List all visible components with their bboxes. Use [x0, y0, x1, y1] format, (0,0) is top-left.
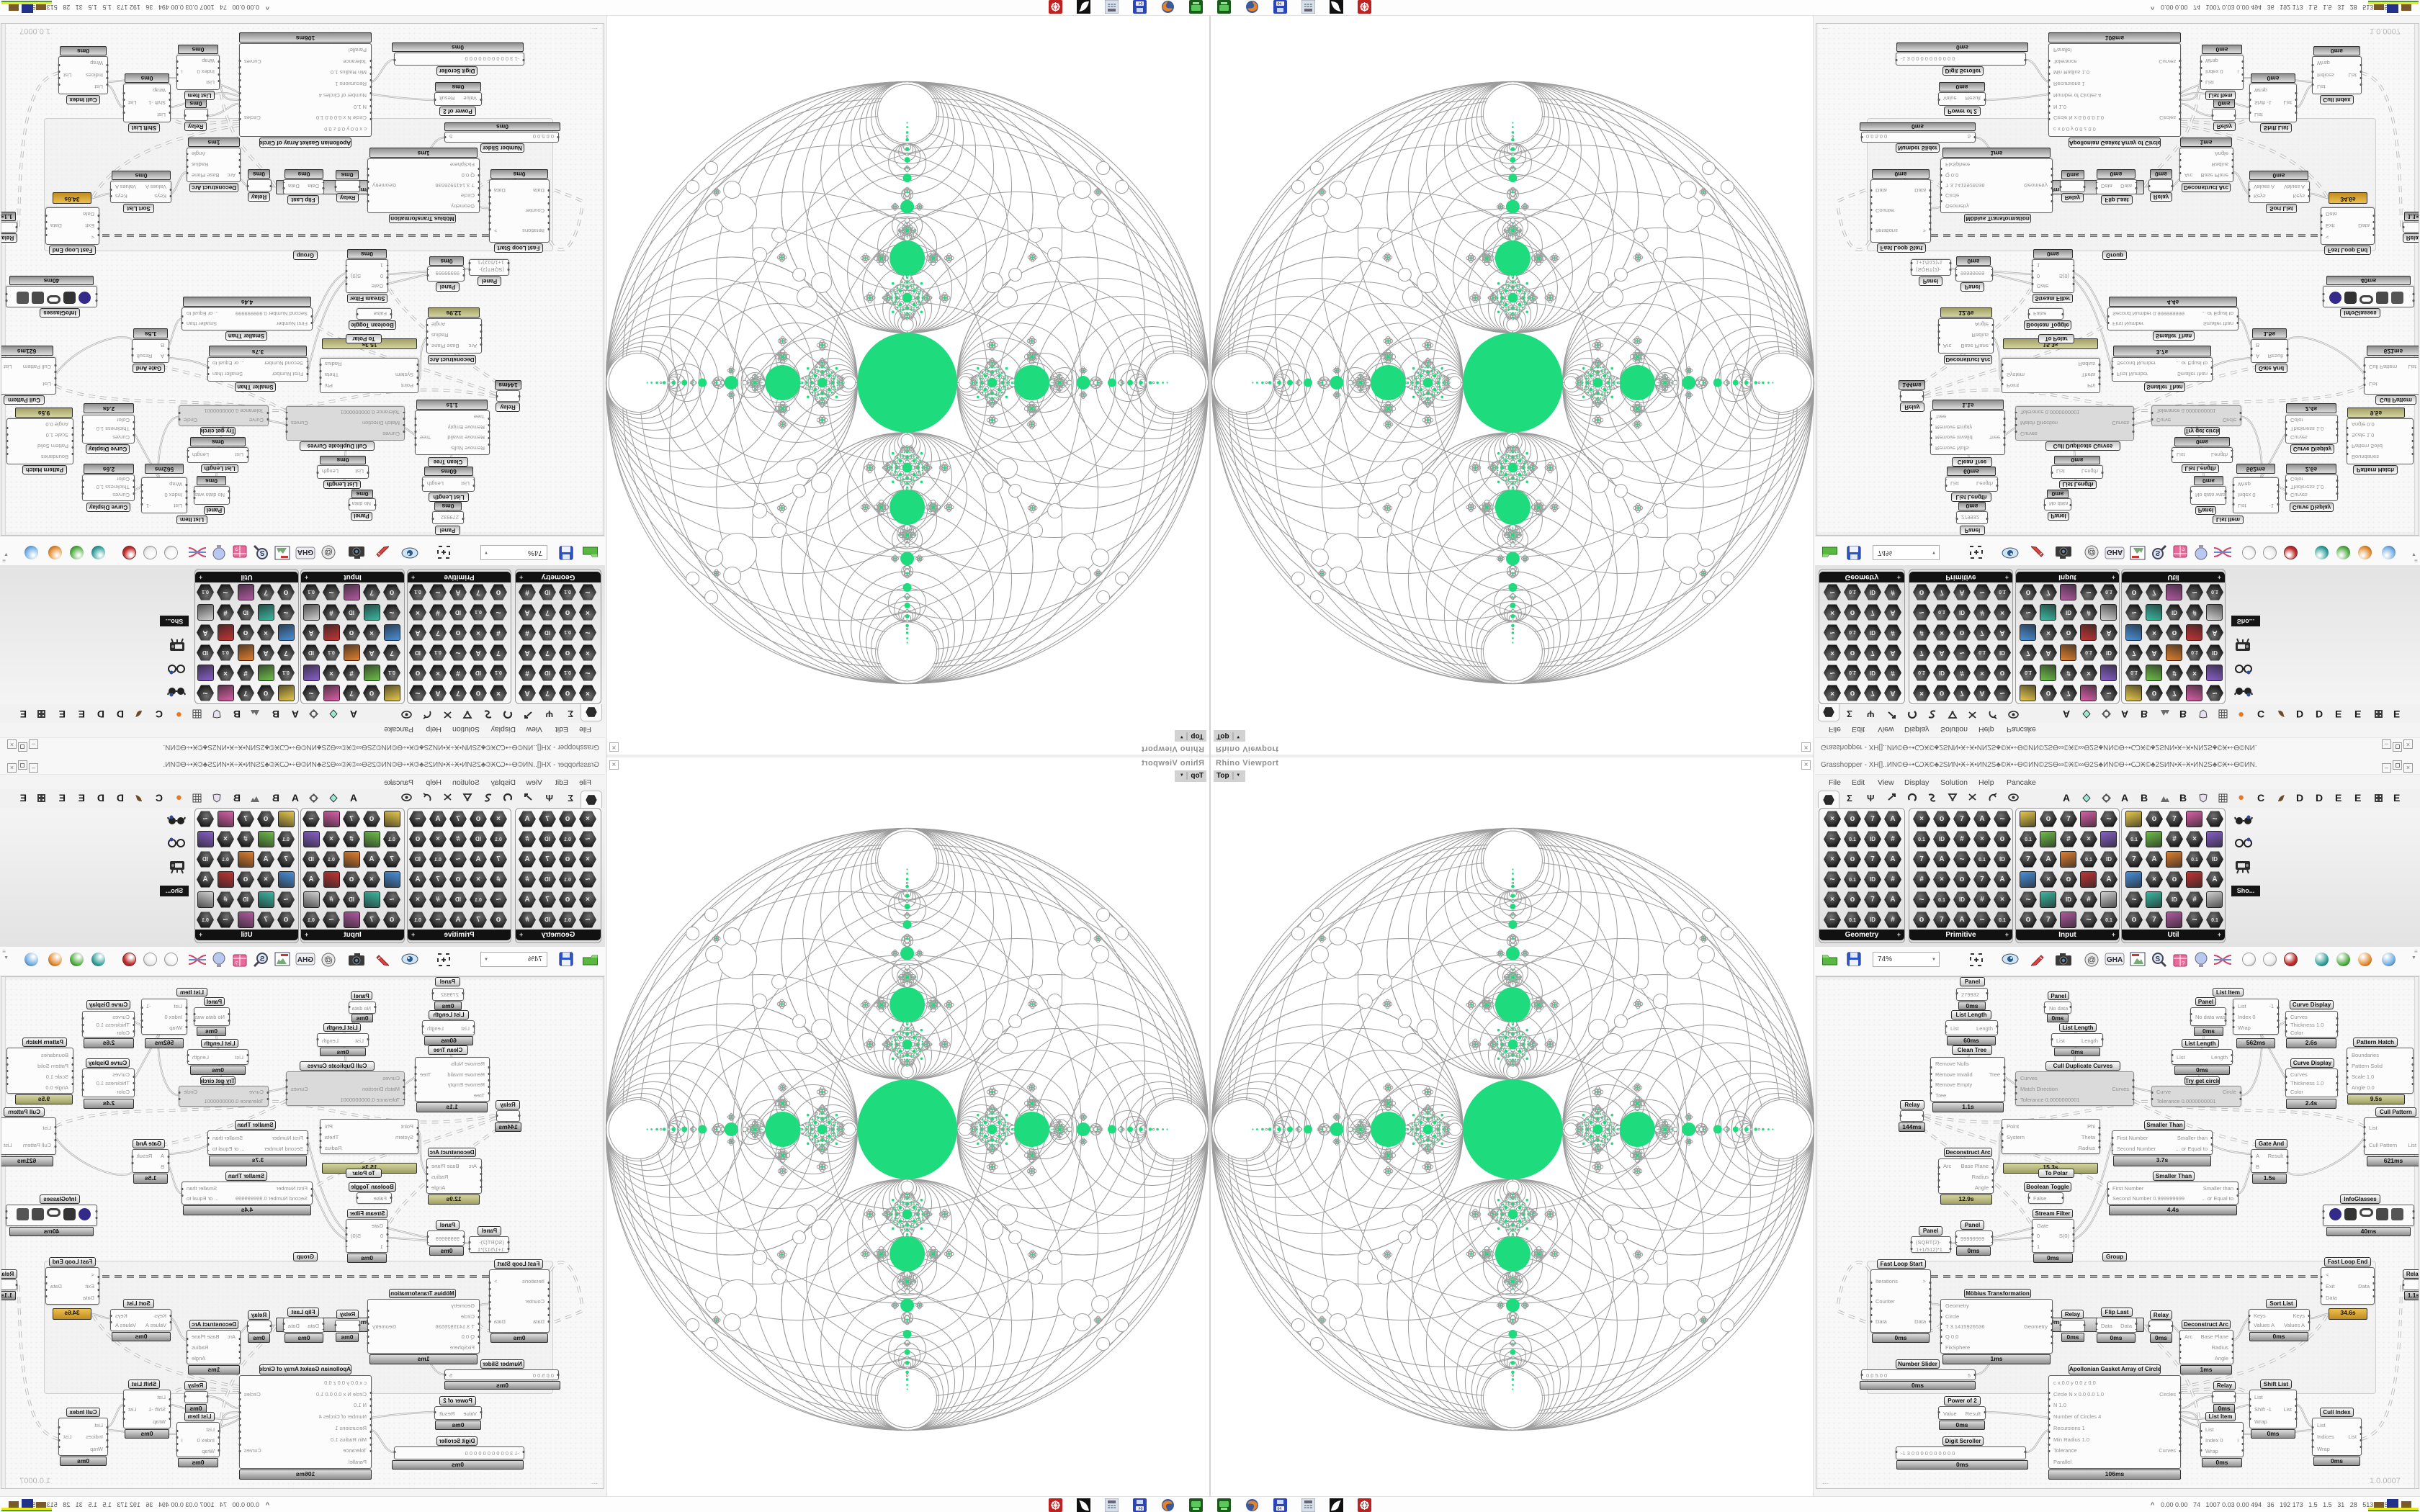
svg-text:?: ?: [235, 960, 238, 967]
svg-text:?: ?: [2182, 960, 2185, 967]
svg-text:@: @: [2087, 955, 2096, 965]
svg-text:?: ?: [235, 545, 238, 552]
svg-text:S: S: [260, 549, 265, 557]
svg-text:64: 64: [1278, 1507, 1282, 1511]
svg-text:GHA: GHA: [2107, 956, 2123, 964]
svg-text:GHA: GHA: [297, 548, 313, 556]
svg-text:S: S: [2156, 549, 2161, 557]
svg-text:GHA: GHA: [2107, 548, 2123, 556]
svg-text:S: S: [260, 955, 265, 963]
svg-text:GHA: GHA: [297, 956, 313, 964]
svg-text:64: 64: [1278, 1, 1282, 5]
svg-text:64: 64: [1139, 1507, 1143, 1511]
svg-text:S: S: [2156, 955, 2161, 963]
svg-text:@: @: [324, 955, 333, 965]
svg-text:?: ?: [2182, 545, 2185, 552]
svg-text:@: @: [2087, 547, 2096, 557]
svg-text:@: @: [324, 547, 333, 557]
svg-text:64: 64: [1139, 1, 1143, 5]
